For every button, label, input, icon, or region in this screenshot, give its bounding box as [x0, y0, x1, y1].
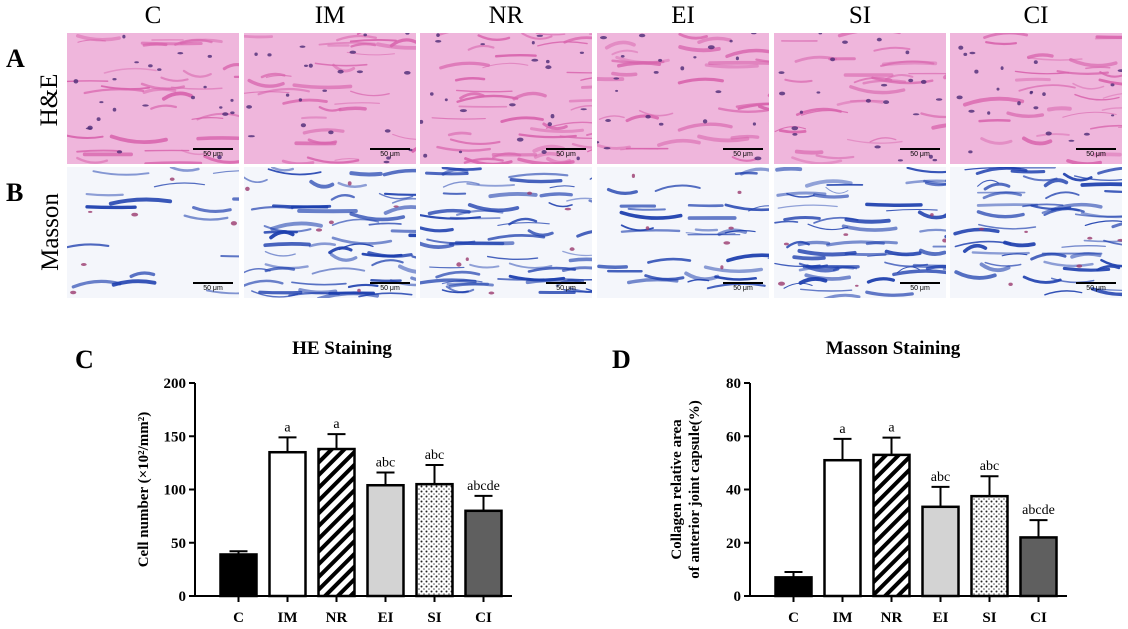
chart-d-ytick-label: 80: [726, 376, 741, 392]
scale-bar-label: 50 μm: [910, 151, 930, 158]
row-label-masson: Masson: [37, 193, 64, 271]
scale-bar: 50 μm: [370, 148, 410, 160]
chart-c-ylabel: Cell number (×10²/mm²): [136, 412, 152, 568]
chart-c-bar-nr: [317, 447, 356, 598]
chart-d-significance-label: a: [839, 422, 846, 437]
column-header-nr: NR: [488, 2, 524, 29]
row-label-he: H&E: [36, 73, 63, 127]
chart-d-xtick-label: C: [788, 610, 799, 626]
micrograph-masson-c: 50 μm: [67, 167, 239, 298]
chart-c-title: HE Staining: [292, 338, 392, 359]
scale-bar: 50 μm: [193, 148, 233, 160]
chart-d-panel-letter: D: [612, 345, 631, 374]
micrograph-he-nr: 50 μm: [420, 33, 592, 164]
column-header-c: C: [144, 2, 162, 29]
chart-d-ylabel: Collagen relative area: [669, 419, 685, 560]
scale-bar: 50 μm: [193, 282, 233, 294]
panel-letter-a: A: [6, 44, 25, 73]
micrograph-he-si: 50 μm: [774, 33, 946, 164]
micrograph-he-ei: 50 μm: [597, 33, 769, 164]
chart-d-significance-label: abcde: [1022, 503, 1055, 518]
scale-bar: 50 μm: [900, 148, 940, 160]
chart-d-bar-ei: [921, 505, 960, 598]
chart-c-xtick-label: NR: [326, 610, 348, 626]
scale-bar: 50 μm: [723, 148, 763, 160]
micrograph-masson-im: 50 μm: [244, 167, 416, 298]
chart-d-ytick-label: 40: [726, 483, 741, 499]
chart-c-xtick-label: CI: [475, 610, 492, 626]
micrograph-he-c: 50 μm: [67, 33, 239, 164]
scale-bar-label: 50 μm: [380, 285, 400, 292]
chart-d-bar-im: [823, 458, 862, 598]
chart-d-ytick-label: 60: [726, 429, 741, 445]
chart-d-bar-c: [774, 576, 813, 598]
scale-bar-label: 50 μm: [1086, 151, 1106, 158]
chart-c-bar-ci: [464, 509, 503, 598]
chart-c-xtick-label: SI: [427, 610, 441, 626]
chart-d-significance-label: abc: [980, 459, 999, 474]
column-header-ei: EI: [671, 2, 695, 29]
scale-bar-label: 50 μm: [733, 285, 753, 292]
scale-bar: 50 μm: [370, 282, 410, 294]
chart-d-xtick-label: SI: [982, 610, 996, 626]
scale-bar: 50 μm: [900, 282, 940, 294]
chart-c-significance-label: a: [284, 420, 291, 435]
micrograph-masson-si: 50 μm: [774, 167, 946, 298]
chart-c-significance-label: abcde: [467, 479, 500, 494]
chart-c-bar-si: [415, 482, 454, 598]
chart-d-ylabel: of anterior joint capsule(%): [687, 400, 703, 578]
chart-c-bar-ei: [366, 483, 405, 598]
scale-bar-label: 50 μm: [380, 151, 400, 158]
scale-bar: 50 μm: [546, 282, 586, 294]
chart-d-xtick-label: NR: [881, 610, 903, 626]
chart-d-bar-si: [970, 494, 1009, 598]
scale-bar-label: 50 μm: [556, 151, 576, 158]
scale-bar-label: 50 μm: [733, 151, 753, 158]
chart-c-significance-label: a: [333, 417, 340, 432]
chart-c-bar-c: [219, 553, 258, 598]
micrograph-masson-ei: 50 μm: [597, 167, 769, 298]
chart-d-ytick-label: 0: [734, 589, 742, 605]
column-header-im: IM: [314, 2, 346, 29]
scale-bar-label: 50 μm: [1086, 285, 1106, 292]
chart-c-xtick-label: C: [233, 610, 244, 626]
micrograph-masson-nr: 50 μm: [420, 167, 592, 298]
chart-c-xtick-label: IM: [278, 610, 298, 626]
scale-bar-label: 50 μm: [203, 151, 223, 158]
chart-c-ytick-label: 150: [164, 429, 187, 445]
scale-bar: 50 μm: [1076, 148, 1116, 160]
scale-bar-label: 50 μm: [910, 285, 930, 292]
chart-c-panel-letter: C: [75, 345, 94, 374]
scale-bar: 50 μm: [546, 148, 586, 160]
chart-d-bar-nr: [872, 453, 911, 598]
chart-c-ytick-label: 100: [164, 483, 187, 499]
scale-bar: 50 μm: [723, 282, 763, 294]
chart-d-significance-label: a: [888, 421, 895, 436]
column-header-ci: CI: [1023, 2, 1049, 29]
micrograph-he-im: 50 μm: [244, 33, 416, 164]
panel-letter-b: B: [6, 178, 24, 207]
chart-d-title: Masson Staining: [826, 338, 961, 359]
chart-c-ytick-label: 50: [171, 536, 186, 552]
chart-c-significance-label: abc: [425, 448, 444, 463]
chart-d-xtick-label: IM: [833, 610, 853, 626]
chart-c-ytick-label: 200: [164, 376, 187, 392]
chart-d-ytick-label: 20: [726, 536, 741, 552]
scale-bar-label: 50 μm: [203, 285, 223, 292]
chart-c-xtick-label: EI: [378, 610, 394, 626]
chart-d-xtick-label: EI: [933, 610, 949, 626]
scale-bar-label: 50 μm: [556, 285, 576, 292]
chart-d-bar-ci: [1019, 536, 1058, 598]
micrograph-masson-ci: 50 μm: [950, 167, 1122, 298]
scale-bar: 50 μm: [1076, 282, 1116, 294]
micrograph-he-ci: 50 μm: [950, 33, 1122, 164]
chart-c-ytick-label: 0: [179, 589, 187, 605]
column-header-si: SI: [848, 2, 872, 29]
chart-c-significance-label: abc: [376, 455, 395, 470]
chart-c-bar-im: [268, 450, 307, 598]
chart-d-significance-label: abc: [931, 470, 950, 485]
chart-d-xtick-label: CI: [1030, 610, 1047, 626]
